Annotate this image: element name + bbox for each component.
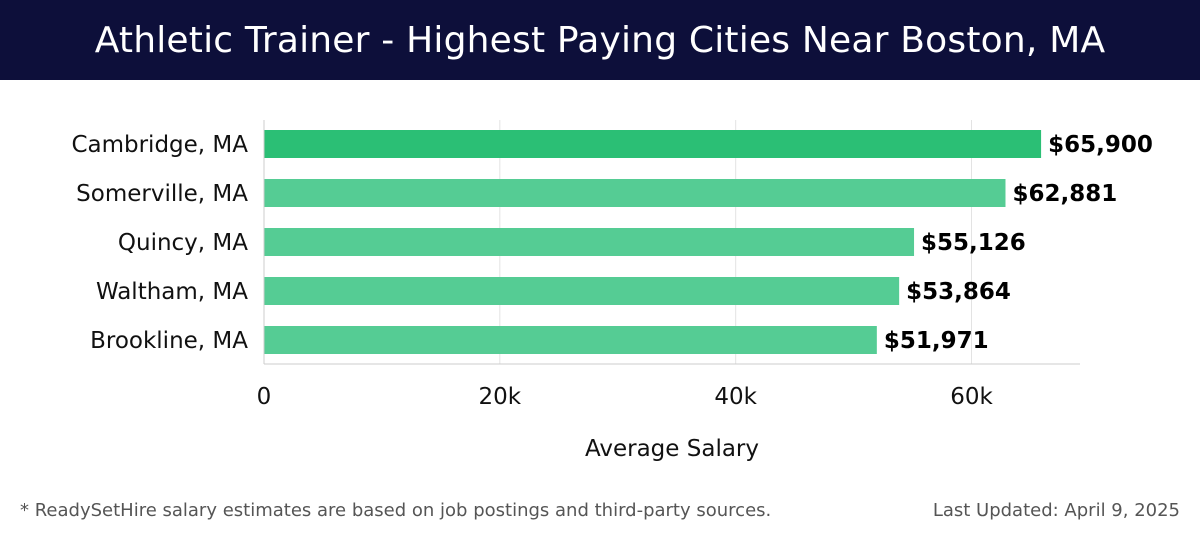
category-label-3: Quincy, MA [118,230,248,256]
title-banner: Athletic Trainer - Highest Paying Cities… [0,0,1200,80]
x-axis-title: Average Salary [585,436,759,462]
value-label-2: $62,881 [1012,181,1117,207]
bar-4 [264,277,900,305]
footnote: * ReadySetHire salary estimates are base… [20,500,772,521]
value-label-4: $53,864 [906,279,1011,305]
category-label-5: Brookline, MA [90,328,248,354]
page-title: Athletic Trainer - Highest Paying Cities… [94,19,1106,61]
bar-1 [264,130,1042,158]
value-label-1: $65,900 [1048,132,1153,158]
x-tick-label-0: 0 [257,384,272,410]
value-label-3: $55,126 [921,230,1026,256]
salary-bar-chart: Cambridge, MA $65,900 Somerville, MA $62,88… [71,120,1153,462]
category-label-1: Cambridge, MA [71,132,248,158]
category-label-2: Somerville, MA [76,181,248,207]
x-tick-label-40k: 40k [714,384,757,410]
last-updated: Last Updated: April 9, 2025 [932,500,1180,521]
x-tick-label-60k: 60k [950,384,993,410]
x-tick-label-20k: 20k [479,384,522,410]
category-label-4: Waltham, MA [96,279,248,305]
bar-5 [264,326,877,354]
bar-3 [264,228,915,256]
bar-2 [264,179,1006,207]
value-label-5: $51,971 [884,328,989,354]
